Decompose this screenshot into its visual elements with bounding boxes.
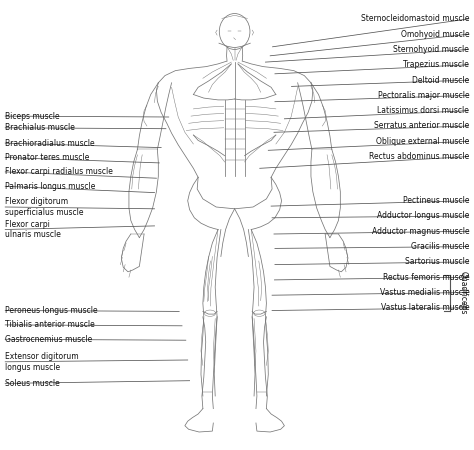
Text: Gracilis muscle: Gracilis muscle [411, 242, 469, 251]
Text: Palmaris longus muscle: Palmaris longus muscle [5, 182, 95, 191]
Text: Brachialus muscle: Brachialus muscle [5, 123, 74, 132]
Text: Sternocleidomastoid muscle: Sternocleidomastoid muscle [361, 14, 469, 23]
Text: Peroneus longus muscle: Peroneus longus muscle [5, 306, 97, 315]
Text: Trapezius muscle: Trapezius muscle [403, 60, 469, 69]
Text: Rectus abdominus muscle: Rectus abdominus muscle [369, 152, 469, 161]
Text: Deltoid muscle: Deltoid muscle [412, 76, 469, 85]
Text: Vastus lateralis muscle: Vastus lateralis muscle [381, 303, 469, 312]
Text: Flexor digitorum
superficialus muscle: Flexor digitorum superficialus muscle [5, 197, 83, 217]
Text: Pronator teres muscle: Pronator teres muscle [5, 153, 89, 162]
Text: Adductor longus muscle: Adductor longus muscle [377, 212, 469, 220]
Text: Oblique external muscle: Oblique external muscle [376, 137, 469, 146]
Text: Pectineus muscle: Pectineus muscle [403, 196, 469, 205]
Text: Omohyoid muscle: Omohyoid muscle [401, 30, 469, 39]
Text: Gastrocnemius muscle: Gastrocnemius muscle [5, 335, 92, 344]
Text: Extensor digitorum
longus muscle: Extensor digitorum longus muscle [5, 352, 78, 372]
Text: Sartorius muscle: Sartorius muscle [405, 257, 469, 266]
Text: Rectus femoris muscle: Rectus femoris muscle [383, 273, 469, 282]
Text: Biceps muscle: Biceps muscle [5, 112, 59, 121]
Text: Flexor carpi
ulnaris muscle: Flexor carpi ulnaris muscle [5, 220, 61, 239]
Text: Adductor magnus muscle: Adductor magnus muscle [372, 227, 469, 236]
Text: Quadriceps: Quadriceps [459, 271, 468, 315]
Text: Pectoralis major muscle: Pectoralis major muscle [378, 91, 469, 100]
Text: Serratus anterior muscle: Serratus anterior muscle [374, 122, 469, 130]
Text: Flexor carpi radialus muscle: Flexor carpi radialus muscle [5, 167, 113, 176]
Text: Tibialis anterior muscle: Tibialis anterior muscle [5, 320, 94, 329]
Text: Soleus muscle: Soleus muscle [5, 379, 60, 388]
Text: Vastus medialis muscle: Vastus medialis muscle [380, 288, 469, 297]
Text: Brachioradialus muscle: Brachioradialus muscle [5, 139, 94, 148]
Text: Latissimus dorsi muscle: Latissimus dorsi muscle [377, 106, 469, 115]
Text: Sternohyoid muscle: Sternohyoid muscle [393, 45, 469, 54]
